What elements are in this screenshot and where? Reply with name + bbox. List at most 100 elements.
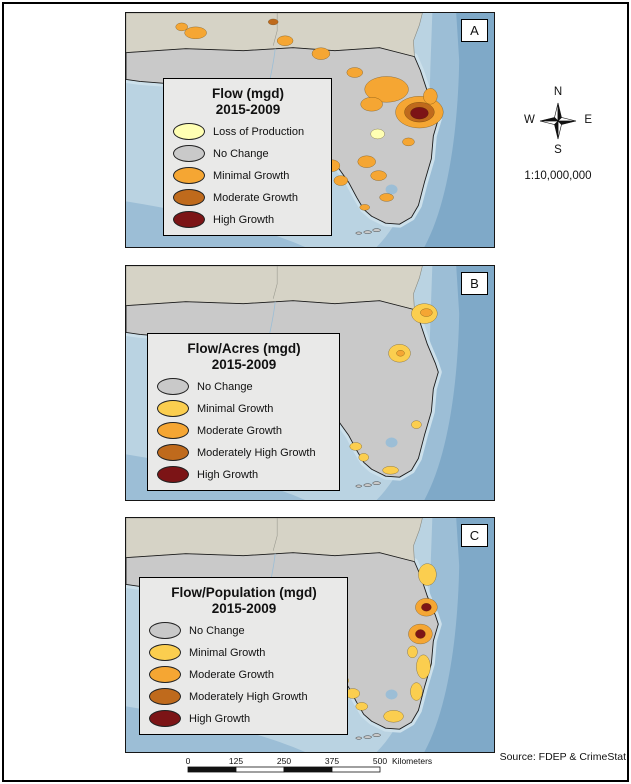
legend-label: Minimal Growth <box>213 169 290 182</box>
growth-blob <box>346 67 363 78</box>
growth-blob <box>364 76 409 103</box>
growth-blob <box>423 88 438 105</box>
legend-swatch <box>173 189 205 206</box>
map-panel-b: B Flow/Acres (mgd) 2015-2009 No Change Mi… <box>125 265 495 501</box>
legend-label: Moderate Growth <box>197 424 282 437</box>
lake-okeechobee <box>385 689 398 700</box>
growth-blob <box>415 629 426 639</box>
growth-blob <box>359 204 370 211</box>
growth-blob <box>276 35 294 46</box>
growth-blob <box>402 137 415 147</box>
legend-title-b: Flow/Acres (mgd) 2015-2009 <box>157 341 331 373</box>
growth-blob <box>407 645 418 659</box>
growth-blob <box>421 603 432 612</box>
legend-item: Minimal Growth <box>173 167 323 184</box>
legend-rows-b: No Change Minimal Growth Moderate Growth Mo… <box>157 378 331 483</box>
scale-bar-tick-label: 500 <box>373 756 387 766</box>
growth-blob <box>410 106 429 120</box>
panel-label-c: C <box>461 524 488 547</box>
scale-bar-tick-label: 375 <box>325 756 339 766</box>
legend-title-line2: 2015-2009 <box>211 601 277 616</box>
legend-swatch <box>149 622 181 639</box>
growth-blob <box>416 654 431 679</box>
legend-swatch <box>149 688 181 705</box>
legend-label: Moderate Growth <box>189 668 274 681</box>
panel-letter: C <box>469 528 480 543</box>
legend-label: Loss of Production <box>213 125 305 138</box>
legend-swatch <box>173 211 205 228</box>
legend-swatch <box>149 710 181 727</box>
scale-bar-segment <box>283 766 333 773</box>
legend-swatch <box>157 400 189 417</box>
panel-letter: A <box>470 23 479 38</box>
legend-swatch <box>157 378 189 395</box>
growth-blob <box>175 22 188 32</box>
growth-blob <box>357 155 376 168</box>
scale-bar-segment <box>331 766 381 773</box>
lake-okeechobee <box>385 437 398 448</box>
legend-item: Minimal Growth <box>149 644 339 661</box>
growth-blob <box>311 47 331 60</box>
lake-okeechobee <box>385 184 398 195</box>
legend-item: Moderate Growth <box>157 422 331 439</box>
ocean-deep-band <box>424 518 494 752</box>
legend-label: No Change <box>197 380 253 393</box>
florida-keys <box>355 228 381 235</box>
legend-swatch <box>157 444 189 461</box>
legend-title-line2: 2015-2009 <box>215 102 281 117</box>
growth-blob <box>410 682 423 701</box>
map-panel-a: A Flow (mgd) 2015-2009 Loss of Productio… <box>125 12 495 248</box>
growth-blob <box>355 702 368 711</box>
scale-bar-unit-label: Kilometers <box>392 756 432 766</box>
growth-blob <box>396 350 405 357</box>
state-border-line <box>272 266 278 299</box>
legend-item: Moderately High Growth <box>157 444 331 461</box>
legend-title-line1: Flow/Population (mgd) <box>171 585 317 600</box>
growth-blob <box>184 26 207 40</box>
ocean-deep-band <box>424 266 494 500</box>
scale-bar-tick-label: 125 <box>229 756 243 766</box>
panel-letter: B <box>470 276 479 291</box>
florida-keys <box>355 733 381 740</box>
growth-blob <box>379 193 394 202</box>
growth-blob <box>333 175 349 186</box>
growth-blob <box>382 466 399 475</box>
legend-label: High Growth <box>213 213 275 226</box>
source-text: Source: FDEP & CrimeStat <box>499 751 626 763</box>
legend-b: Flow/Acres (mgd) 2015-2009 No Change Mini… <box>147 333 340 491</box>
growth-blob <box>349 442 362 451</box>
growth-blob <box>383 710 404 723</box>
scale-bar: 0 125 250 375 500 Kilometers <box>178 756 454 781</box>
growth-blob <box>370 170 387 181</box>
legend-item: Minimal Growth <box>157 400 331 417</box>
legend-swatch <box>157 466 189 483</box>
state-border-line <box>272 13 278 46</box>
growth-blob <box>418 563 437 586</box>
growth-blobs <box>315 563 438 723</box>
panel-label-b: B <box>461 272 488 295</box>
scale-bar-tick-label: 250 <box>277 756 291 766</box>
legend-label: No Change <box>213 147 269 160</box>
growth-blob <box>370 128 385 140</box>
scale-ratio-text: 1:10,000,000 <box>524 170 592 182</box>
legend-rows-c: No Change Minimal Growth Moderate Growth Mo… <box>149 622 339 727</box>
legend-title-c: Flow/Population (mgd) 2015-2009 <box>149 585 339 617</box>
legend-title-line1: Flow (mgd) <box>212 86 284 101</box>
legend-item: High Growth <box>173 211 323 228</box>
legend-item: High Growth <box>157 466 331 483</box>
florida-keys <box>355 481 381 488</box>
legend-title-line2: 2015-2009 <box>211 357 277 372</box>
legend-item: No Change <box>157 378 331 395</box>
legend-item: Moderate Growth <box>149 666 339 683</box>
legend-label: Moderately High Growth <box>189 690 308 703</box>
growth-blob <box>411 420 422 429</box>
legend-label: High Growth <box>189 712 251 725</box>
legend-swatch <box>173 145 205 162</box>
legend-item: No Change <box>173 145 323 162</box>
scale-bar-tick-label: 0 <box>186 756 191 766</box>
legend-a: Flow (mgd) 2015-2009 Loss of Production N… <box>163 78 332 236</box>
legend-label: High Growth <box>197 468 259 481</box>
legend-label: Moderate Growth <box>213 191 298 204</box>
scale-bar-segment <box>187 766 237 773</box>
growth-blob <box>267 18 279 26</box>
